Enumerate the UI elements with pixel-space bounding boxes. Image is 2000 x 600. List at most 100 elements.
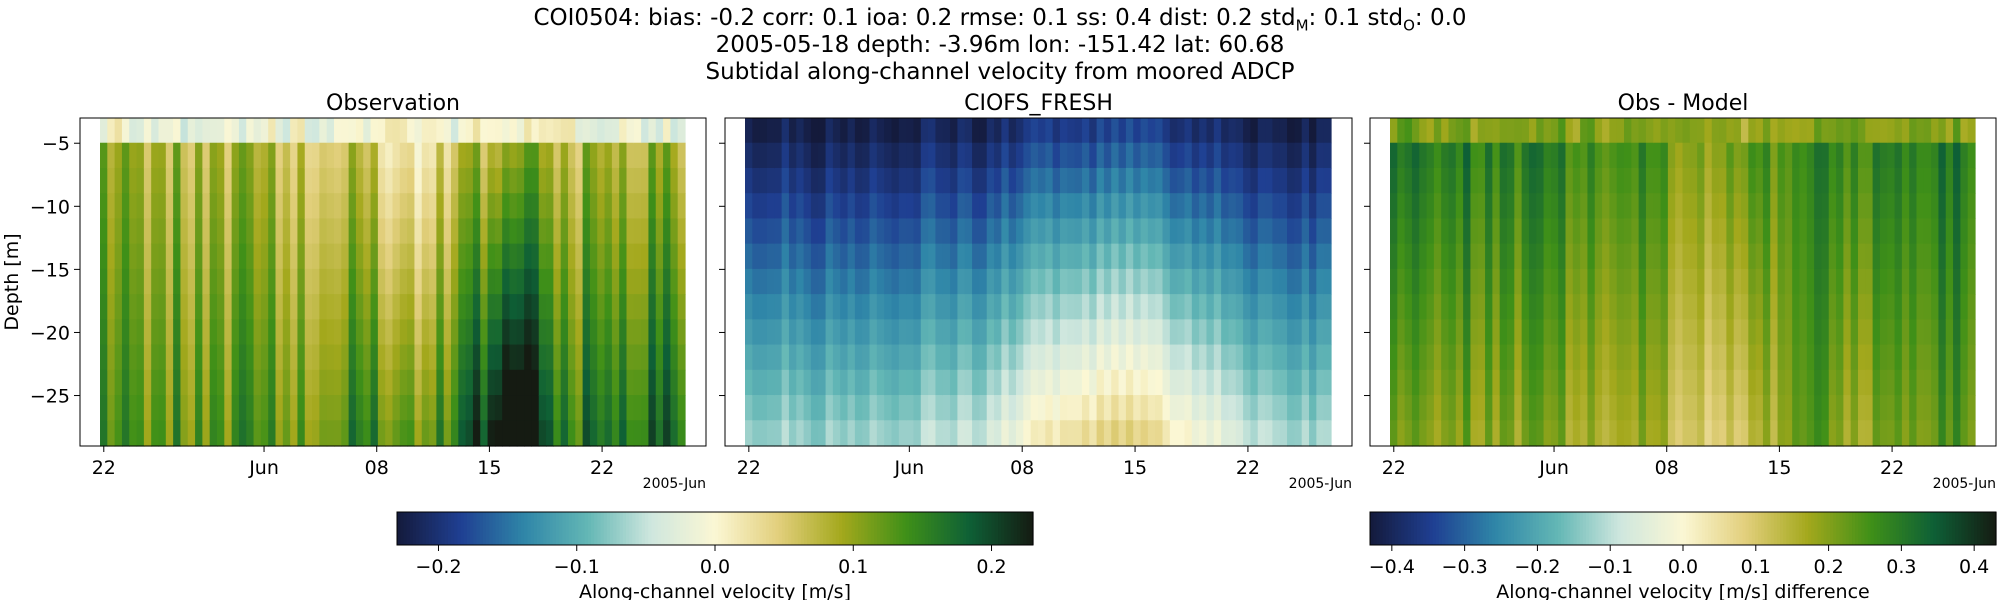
model-heatmap-cell [1059, 344, 1068, 371]
observation-heatmap-cell [465, 142, 474, 169]
observation-heatmap-cell [611, 193, 620, 220]
model-heatmap-cell [759, 142, 768, 169]
difference-heatmap-cell [1697, 268, 1706, 295]
colorbar-gradient-segment [1004, 512, 1009, 545]
model-heatmap-cell [913, 167, 922, 194]
colorbar-gradient-segment [546, 512, 551, 545]
colorbar-gradient-segment [1764, 512, 1769, 545]
colorbar-tick-label: 0.0 [1668, 556, 1698, 578]
colorbar-gradient-segment [835, 512, 840, 545]
difference-heatmap-cell [1916, 193, 1925, 220]
model-heatmap-cell [818, 142, 827, 169]
difference-heatmap-cell [1492, 118, 1501, 144]
observation-heatmap-cell [399, 395, 408, 421]
observation-heatmap-cell [297, 420, 306, 447]
observation-heatmap-cell [414, 319, 423, 346]
observation-heatmap-cell [429, 395, 437, 421]
difference-heatmap-cell [1536, 268, 1545, 295]
observation-heatmap-cell [516, 395, 525, 421]
model-heatmap-cell [950, 395, 959, 421]
difference-heatmap-cell [1455, 395, 1464, 421]
model-heatmap-cell [745, 118, 753, 144]
model-heatmap-cell [803, 294, 812, 320]
observation-heatmap-cell [575, 369, 584, 396]
observation-heatmap-cell [421, 218, 430, 245]
observation-heatmap-cell [143, 369, 152, 396]
observation-heatmap-cell [217, 420, 225, 447]
model-heatmap-cell [1023, 193, 1032, 220]
difference-heatmap-cell [1806, 193, 1815, 220]
difference-heatmap-cell [1602, 420, 1610, 447]
model-heatmap-cell [964, 167, 973, 194]
colorbar-gradient-segment [1708, 512, 1712, 545]
difference-heatmap-cell [1894, 369, 1903, 396]
difference-heatmap-cell [1931, 369, 1940, 396]
colorbar-gradient-segment [896, 512, 901, 545]
model-heatmap-cell [810, 420, 819, 447]
observation-heatmap-cell [304, 420, 313, 447]
difference-heatmap-cell [1879, 167, 1888, 194]
difference-heatmap-cell [1426, 344, 1435, 371]
model-heatmap-cell [766, 243, 775, 270]
observation-heatmap-cell [282, 420, 291, 447]
model-heatmap-cell [994, 395, 1002, 421]
model-heatmap-cell [957, 319, 966, 346]
difference-heatmap-cell [1901, 319, 1910, 346]
model-heatmap-cell [1118, 142, 1127, 169]
observation-heatmap-cell [472, 118, 481, 144]
model-heatmap-cell [891, 420, 900, 447]
colorbar-gradient-segment [1714, 512, 1719, 545]
observation-heatmap-cell [202, 118, 211, 144]
colorbar-gradient-segment [1767, 512, 1772, 545]
model-heatmap-cell [803, 118, 812, 144]
model-heatmap-cell [774, 268, 783, 295]
difference-heatmap-cell [1455, 268, 1464, 295]
observation-heatmap-cell [275, 167, 284, 194]
model-heatmap-cell [1096, 218, 1105, 245]
model-heatmap-cell [1243, 167, 1252, 194]
model-heatmap-cell [1323, 294, 1332, 320]
difference-heatmap-cell [1719, 319, 1727, 346]
model-heatmap-cell [847, 344, 856, 371]
model-heatmap-cell [1316, 369, 1325, 396]
observation-heatmap-cell [151, 218, 160, 245]
colorbar-gradient-segment [950, 512, 955, 545]
observation-heatmap-cell [107, 395, 116, 421]
difference-heatmap-cell [1433, 344, 1442, 371]
colorbar-gradient-segment [1820, 512, 1825, 545]
observation-heatmap-cell [663, 294, 671, 320]
observation-heatmap-cell [158, 167, 167, 194]
observation-heatmap-cell [480, 167, 489, 194]
observation-heatmap-cell [114, 319, 123, 346]
observation-heatmap-cell [509, 268, 518, 295]
difference-heatmap-cell [1697, 319, 1706, 346]
model-heatmap-cell [1279, 294, 1288, 320]
colorbar-gradient-segment [1410, 512, 1415, 545]
difference-heatmap-cell [1528, 344, 1537, 371]
observation-heatmap-cell [392, 395, 401, 421]
observation-heatmap-cell [355, 319, 364, 346]
difference-heatmap-cell [1923, 193, 1932, 220]
difference-heatmap-cell [1543, 268, 1552, 295]
observation-heatmap-cell [421, 319, 430, 346]
difference-heatmap-cell [1836, 193, 1844, 220]
difference-heatmap-cell [1455, 294, 1464, 320]
difference-heatmap-cell [1624, 319, 1632, 346]
model-heatmap-cell [854, 142, 863, 169]
model-heatmap-cell [781, 420, 790, 447]
model-heatmap-cell [1118, 193, 1127, 220]
difference-heatmap-cell [1653, 218, 1662, 245]
difference-heatmap-cell [1404, 319, 1413, 346]
colorbar-gradient-segment [1736, 512, 1740, 545]
observation-heatmap-cell [217, 193, 225, 220]
colorbar-gradient-segment [1542, 512, 1546, 545]
colorbar-gradient-segment [692, 512, 697, 545]
model-heatmap-cell [759, 344, 768, 371]
observation-heatmap-cell [546, 268, 554, 295]
colorbar-gradient-segment [794, 512, 799, 545]
model-heatmap-cell [891, 294, 900, 320]
observation-heatmap-cell [597, 268, 606, 295]
model-heatmap-cell [1221, 243, 1230, 270]
observation-heatmap-cell [363, 420, 372, 447]
difference-heatmap-cell [1543, 319, 1552, 346]
